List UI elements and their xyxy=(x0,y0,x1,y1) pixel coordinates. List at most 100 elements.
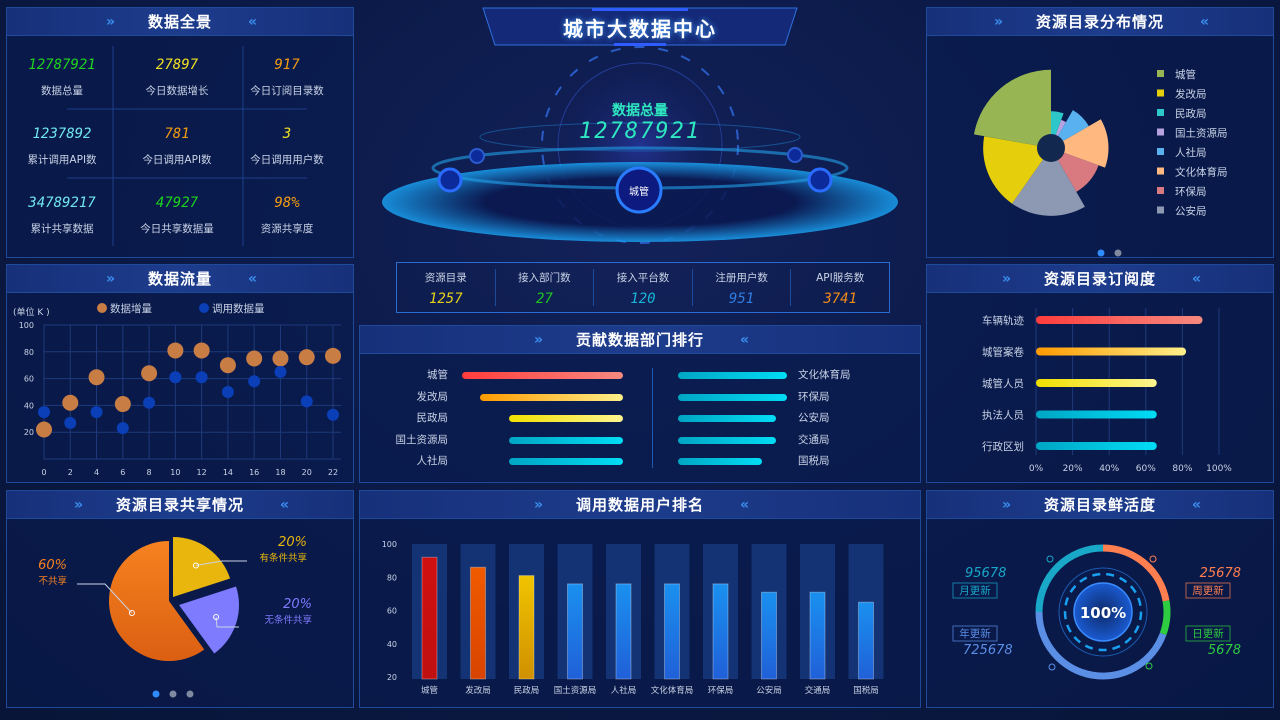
contrib-label: 国土资源局 xyxy=(395,433,449,446)
panel-title: 资源目录共享情况 xyxy=(115,496,244,514)
page-dot[interactable] xyxy=(152,690,160,698)
stat-value: 27897 xyxy=(155,57,199,73)
stat-label: 今日调用用户数 xyxy=(250,154,324,166)
x-tick-label: 6 xyxy=(120,468,125,477)
summary-bar: 资源目录 1257 接入部门数 27 接入平台数 120 注册用户数 951 API服务数 374… xyxy=(396,262,890,313)
y-tick-label: 60 xyxy=(24,375,34,384)
legend-label: 数据增量 xyxy=(110,302,152,315)
summary-label: 注册用户数 xyxy=(715,272,768,284)
scatter-point xyxy=(116,422,129,435)
grid-dividers xyxy=(67,46,307,246)
connector-dot xyxy=(1046,555,1054,563)
x-tick-label: 22 xyxy=(328,468,338,477)
x-tick-label: 20 xyxy=(302,468,312,477)
contrib-bar xyxy=(508,436,623,444)
contrib-bar xyxy=(678,415,777,422)
center-divider xyxy=(652,368,653,468)
x-tick-label: 100% xyxy=(1206,464,1232,474)
x-category-label: 国土资源局 xyxy=(554,685,597,696)
stat-item: 1237892 累计调用API数 xyxy=(7,126,117,167)
stat-item: 98% 资源共享度 xyxy=(232,195,342,236)
scatter-point xyxy=(327,408,339,421)
share-panel: » 资源目录共享情况 « 20% 有条件共享 20% 无条件共享 60% 不共享 xyxy=(6,490,354,708)
y-tick-label: 60 xyxy=(387,607,397,616)
legend-marker xyxy=(1157,187,1164,194)
x-category-label: 公安局 xyxy=(756,685,782,696)
contrib-bar xyxy=(508,458,623,465)
label-dot xyxy=(192,562,199,569)
stat-value: 1237892 xyxy=(32,126,92,142)
contrib-bar xyxy=(508,415,623,422)
gauge-segment xyxy=(1102,544,1170,602)
globe-node-chengguan[interactable]: 城管 xyxy=(629,187,649,198)
y-tick-label: 20 xyxy=(387,673,397,682)
page-dot[interactable] xyxy=(186,690,194,698)
globe-visual: 数据总量 12787921 城管 xyxy=(380,45,900,255)
y-tick-label: 20 xyxy=(24,428,34,437)
overview-panel: » 数据全景 « 12787921 数据总量 27897 今日数据增长 917 今日订阅目录数… xyxy=(6,7,354,258)
scatter-point xyxy=(246,350,263,367)
chevron-right-icon: » xyxy=(1001,496,1011,513)
x-category-label: 人社局 xyxy=(611,685,637,696)
fresh-label: 年更新 xyxy=(959,627,991,640)
stat-label: 累计共享数据 xyxy=(30,223,94,235)
category-label: 城管案卷 xyxy=(982,346,1024,359)
pie-label: 不共享 xyxy=(38,575,67,587)
legend-marker xyxy=(199,303,209,313)
x-tick-label: 4 xyxy=(94,468,99,477)
stat-item: 3 今日调用用户数 xyxy=(232,126,342,167)
scatter-point xyxy=(90,406,103,419)
scatter-point xyxy=(36,421,52,438)
rose-slice xyxy=(1051,148,1099,192)
stat-item: 917 今日订阅目录数 xyxy=(232,57,342,98)
rose-slice xyxy=(983,136,1051,204)
stat-label: 今日共享数据量 xyxy=(140,223,214,235)
call-bar xyxy=(858,601,874,680)
summary-item: 接入部门数 27 xyxy=(494,269,594,307)
legend-marker xyxy=(1157,89,1164,97)
scatter-point xyxy=(62,394,79,411)
summary-value: 1257 xyxy=(428,291,463,307)
scatter-point xyxy=(221,386,234,398)
summary-label: API服务数 xyxy=(816,272,865,284)
chevron-right-icon: » xyxy=(1001,270,1011,287)
pie-percent: 20% xyxy=(283,597,312,612)
scatter-point xyxy=(143,396,156,409)
contrib-bar xyxy=(678,372,788,379)
page-title: 城市大数据中心 xyxy=(563,17,717,41)
legend-label: 文化体育局 xyxy=(1175,166,1228,179)
summary-value: 951 xyxy=(728,291,755,307)
x-tick-label: 8 xyxy=(147,468,152,477)
page-dot[interactable] xyxy=(169,690,177,698)
legend-label: 公安局 xyxy=(1175,205,1207,218)
summary-item: 资源目录 1257 xyxy=(397,269,495,307)
chevron-left-icon: « xyxy=(1192,270,1201,287)
catalog-distribution-panel: » 资源目录分布情况 « 城管 发改局 民政局 国土资源局 人社局 文化体育局 环保局 公安局 xyxy=(926,7,1274,258)
subscription-bar xyxy=(1036,316,1203,324)
contribution-ranking-panel: » 贡献数据部门排行 « 城管 发改局 民政局 国土资源局 人社局 文化体育局 环保局 公安局 交通… xyxy=(359,325,921,483)
scatter-point xyxy=(219,357,236,374)
y-tick-label: 80 xyxy=(24,348,34,357)
connector-dot xyxy=(1145,662,1153,670)
call-bar xyxy=(421,556,438,680)
call-bar xyxy=(518,575,535,680)
stat-label: 资源共享度 xyxy=(260,223,314,235)
rose-slice xyxy=(1051,119,1109,168)
scatter-point xyxy=(248,375,261,388)
gauge-segment xyxy=(1035,544,1104,613)
x-tick-label: 12 xyxy=(197,468,207,477)
freshness-panel: » 资源目录鲜活度 « 100% 95678 月更新 25678 周更新 5678 日更新 725… xyxy=(926,490,1274,708)
subscription-bar xyxy=(1036,379,1157,387)
page-dot[interactable] xyxy=(1097,249,1105,257)
gauge-segment xyxy=(1159,600,1171,636)
title-banner: 城市大数据中心 xyxy=(482,7,798,47)
x-category-label: 国税局 xyxy=(853,685,879,696)
title-frame xyxy=(482,7,798,46)
subscription-panel: » 资源目录订阅度 « 0% 20% 40% 60% 80% 100% 车辆轨迹 城管案卷 城管人员… xyxy=(926,264,1274,483)
call-bar xyxy=(809,591,826,680)
page-dot[interactable] xyxy=(1114,249,1122,257)
panel-title: 资源目录分布情况 xyxy=(1035,13,1164,31)
scatter-point xyxy=(167,342,184,359)
x-tick-label: 10 xyxy=(170,468,180,477)
